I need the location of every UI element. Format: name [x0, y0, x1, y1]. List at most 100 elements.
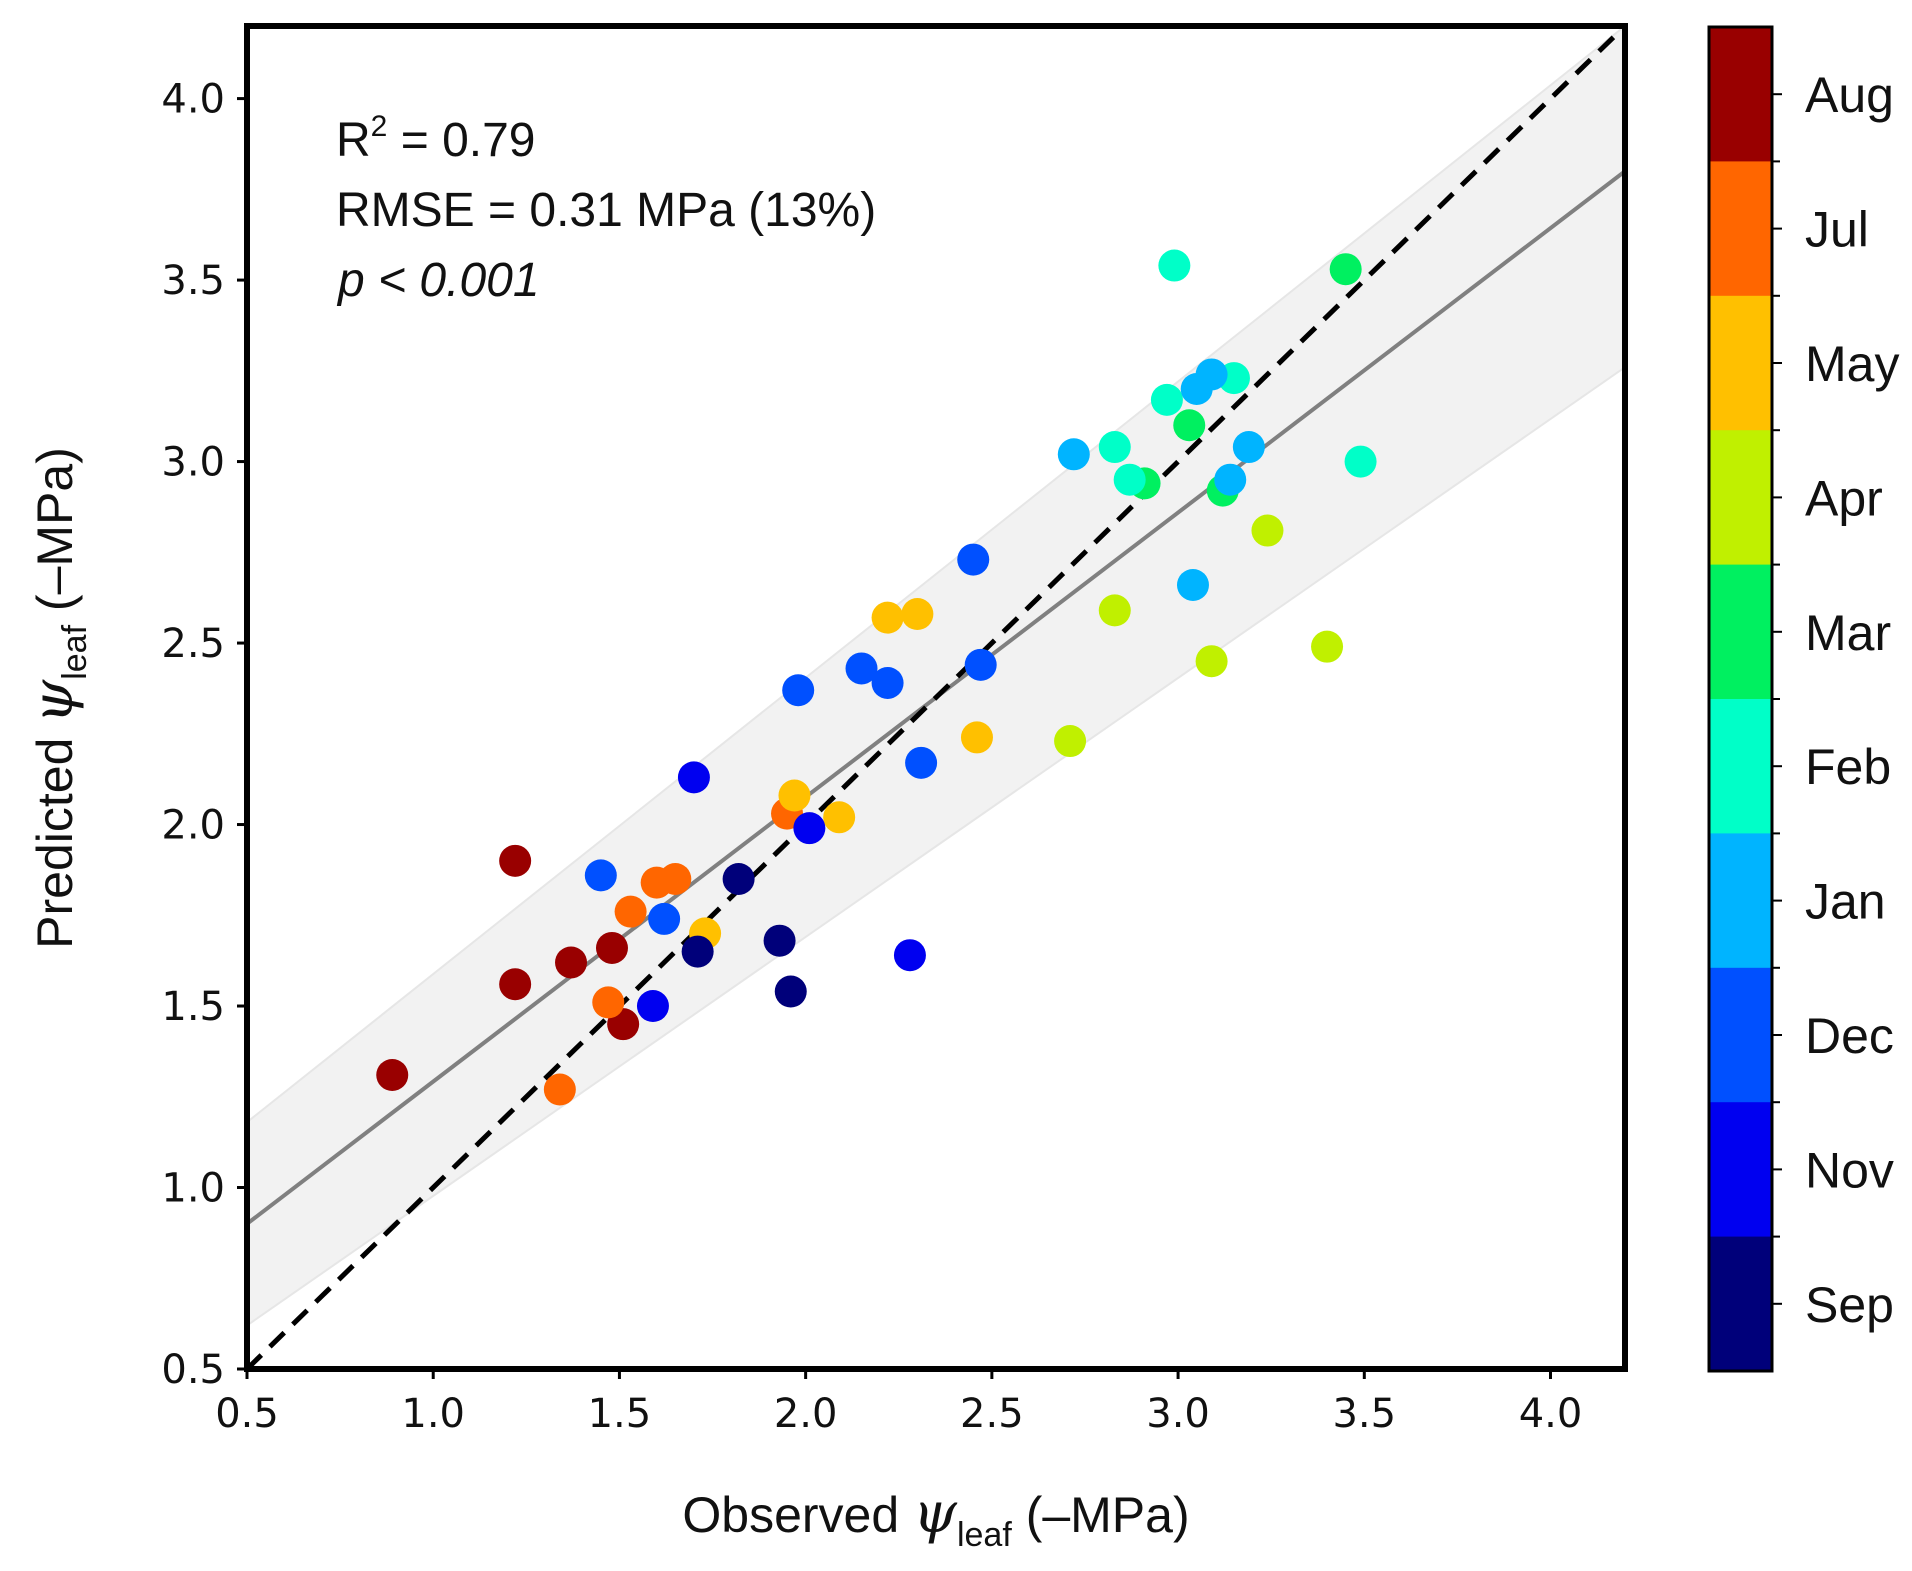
data-point	[1057, 438, 1090, 471]
colorbar-segment	[1709, 967, 1772, 1103]
data-point	[1344, 445, 1377, 478]
data-point	[960, 721, 993, 754]
data-point	[901, 598, 934, 631]
colorbar-label: Jan	[1805, 874, 1886, 930]
data-point	[614, 895, 647, 928]
x-axis-title-suffix: (–MPa)	[1012, 1487, 1190, 1543]
data-point	[893, 939, 926, 972]
y-tick-label: 1.5	[161, 984, 225, 1030]
rmse-annotation: RMSE = 0.31 MPa (13%)	[336, 184, 876, 237]
colorbar-segment	[1709, 699, 1772, 834]
x-tick-label: 4.0	[1519, 1391, 1583, 1437]
y-tick-label: 1.0	[161, 1166, 225, 1212]
data-point	[499, 844, 532, 877]
data-point	[595, 931, 628, 964]
p-value-value: < 0.001	[365, 254, 540, 307]
r-squared-annotation: R2 = 0.79	[336, 110, 535, 167]
data-point	[1232, 431, 1265, 464]
colorbar-segment	[1709, 833, 1772, 969]
x-tick-label: 3.5	[1332, 1391, 1396, 1437]
one-to-one-line	[247, 26, 1625, 1369]
colorbar-label: Sep	[1805, 1277, 1894, 1333]
x-tick-label: 2.5	[960, 1391, 1024, 1437]
x-axis-title-prefix: Observed	[682, 1487, 913, 1543]
colorbar-label: Jul	[1805, 202, 1869, 258]
data-point	[1150, 383, 1183, 416]
data-point	[1195, 645, 1228, 678]
data-point	[1098, 594, 1131, 627]
data-point	[793, 812, 826, 845]
data-point	[778, 779, 811, 812]
r-squared-superscript: 2	[371, 110, 388, 143]
colorbar-segment	[1709, 564, 1772, 700]
data-point	[774, 975, 807, 1008]
data-points	[376, 249, 1377, 1106]
colorbar-frame	[1707, 25, 1774, 1373]
x-axis-ticks: 0.5 1.0 1.5 2.0 2.5 3.0 3.5 4.0	[215, 1369, 1582, 1437]
data-point	[1329, 253, 1362, 286]
data-point	[1214, 463, 1247, 496]
data-point	[1311, 630, 1344, 663]
colorbar-segment	[1709, 430, 1772, 566]
x-tick-label: 1.5	[588, 1391, 652, 1437]
plot-frame	[244, 23, 1628, 1372]
y-axis-title: Predicted ψleaf (–MPa)	[21, 447, 94, 949]
r-squared-letter: R	[336, 114, 371, 167]
y-axis-title-prefix: Predicted	[27, 724, 83, 949]
data-point	[659, 862, 692, 895]
p-value-letter: p	[336, 254, 365, 307]
colorbar: Aug Jul May Apr Mar Feb Jan Dec Nov Sep	[1707, 25, 1899, 1373]
data-point	[1251, 514, 1284, 547]
data-point	[499, 968, 532, 1001]
colorbar-segment	[1709, 27, 1772, 162]
y-tick-label: 2.5	[161, 621, 225, 667]
data-point	[871, 601, 904, 634]
data-point	[648, 902, 681, 935]
colorbar-label: Aug	[1805, 67, 1894, 123]
y-tick-label: 0.5	[161, 1347, 225, 1393]
data-point	[376, 1058, 409, 1091]
p-value-annotation: p < 0.001	[336, 254, 540, 307]
data-point	[555, 946, 588, 979]
y-tick-label: 4.0	[161, 77, 225, 123]
data-point	[592, 986, 625, 1019]
y-axis-title-suffix: (–MPa)	[27, 447, 83, 625]
colorbar-segment	[1709, 161, 1772, 297]
colorbar-label: Dec	[1805, 1008, 1894, 1064]
data-point	[1113, 463, 1146, 496]
y-axis-title-subscript: leaf	[56, 624, 94, 679]
y-tick-label: 3.5	[161, 258, 225, 304]
data-point	[1158, 249, 1191, 282]
x-tick-label: 1.0	[401, 1391, 465, 1437]
data-point	[957, 543, 990, 576]
y-axis-title-symbol: ψ	[21, 679, 86, 724]
data-point	[1054, 725, 1087, 758]
colorbar-label: Mar	[1805, 605, 1891, 661]
x-tick-label: 3.0	[1146, 1391, 1210, 1437]
x-tick-label: 2.0	[774, 1391, 838, 1437]
colorbar-segment	[1709, 295, 1772, 431]
y-tick-label: 3.0	[161, 440, 225, 486]
data-point	[845, 652, 878, 685]
data-point	[964, 648, 997, 681]
plot-area	[244, 23, 1628, 1372]
data-point	[823, 801, 856, 834]
colorbar-segment	[1709, 1236, 1772, 1372]
r-squared-value: = 0.79	[387, 114, 535, 167]
y-tick-label: 2.0	[161, 803, 225, 849]
data-point	[1098, 431, 1131, 464]
data-point	[905, 746, 938, 779]
y-axis-ticks: 0.5 1.0 1.5 2.0 2.5 3.0 3.5 4.0	[161, 77, 247, 1393]
x-tick-label: 0.5	[215, 1391, 279, 1437]
colorbar-segment	[1709, 1102, 1772, 1238]
data-point	[677, 761, 710, 794]
colorbar-label: Nov	[1805, 1142, 1894, 1198]
data-point	[681, 935, 714, 968]
colorbar-label: Feb	[1805, 739, 1891, 795]
data-point	[1173, 409, 1206, 442]
data-point	[636, 990, 669, 1023]
data-point	[871, 666, 904, 699]
data-point	[722, 862, 755, 895]
data-point	[782, 674, 815, 707]
